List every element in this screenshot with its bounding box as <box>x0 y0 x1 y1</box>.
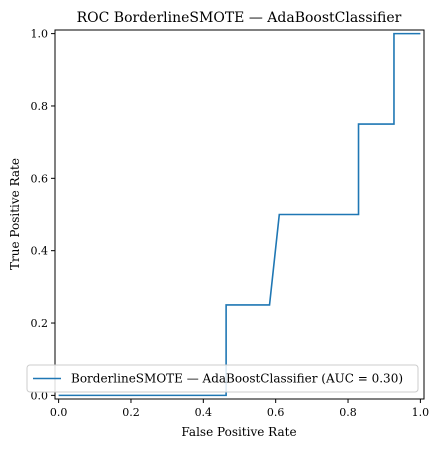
x-tick-label: 0.8 <box>339 406 357 419</box>
legend-label: BorderlineSMOTE — AdaBoostClassifier (AU… <box>71 372 403 386</box>
roc-curve-line <box>58 32 421 397</box>
y-axis-ticks: 0.0 0.2 0.4 0.6 0.8 1.0 <box>31 28 55 402</box>
x-axis-label: False Positive Rate <box>181 425 296 439</box>
x-tick-label: 0.4 <box>195 406 213 419</box>
axes-frame <box>54 29 425 400</box>
legend: BorderlineSMOTE — AdaBoostClassifier (AU… <box>26 364 419 393</box>
x-tick-label: 1.0 <box>412 406 430 419</box>
x-tick-label: 0.2 <box>122 406 140 419</box>
y-tick-label: 0.6 <box>31 172 49 185</box>
x-tick-label: 0.0 <box>50 406 68 419</box>
y-tick-label: 0.2 <box>31 317 49 330</box>
legend-box <box>26 364 419 393</box>
y-tick-label: 0.0 <box>31 389 49 402</box>
y-tick-label: 1.0 <box>31 28 49 41</box>
x-axis-ticks: 0.0 0.2 0.4 0.6 0.8 1.0 <box>50 399 429 419</box>
y-tick-label: 0.4 <box>31 245 49 258</box>
x-tick-label: 0.6 <box>267 406 285 419</box>
chart-title: ROC BorderlineSMOTE — AdaBoostClassifier <box>77 10 402 26</box>
plot-area <box>58 32 421 397</box>
y-axis-label: True Positive Rate <box>8 158 22 270</box>
y-tick-label: 0.8 <box>31 100 49 113</box>
